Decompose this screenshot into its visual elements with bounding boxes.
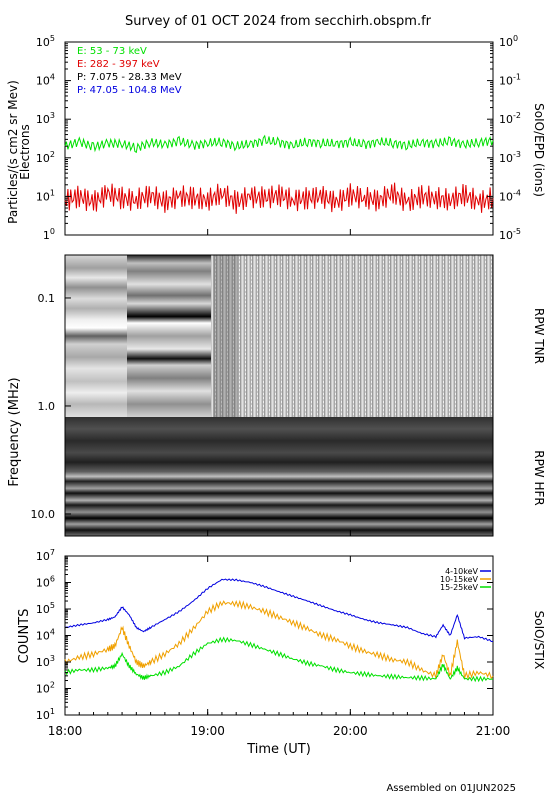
stix-ytick-label-3: 104 (36, 628, 55, 643)
rpw-y-label: Frequency (MHz) (7, 377, 22, 486)
epd-y2-axis: 10-5 10-4 10-3 10-2 10-1 100 (487, 34, 521, 242)
epd-legend-item-2: P: 7.075 - 28.33 MeV (77, 72, 182, 83)
stix-ytick-label-6: 107 (36, 548, 55, 563)
epd-y2tick-label-1: 10-4 (499, 188, 521, 203)
rpw-tnr-label: RPW TNR (532, 308, 546, 364)
rpw-y-axis: 0.1 1.0 10.0 (31, 292, 71, 521)
epd-ytick-label-0: 10 (43, 227, 55, 242)
stix-legend-item-2: 15-25keV (440, 583, 479, 592)
stix-series-line-1 (64, 599, 494, 681)
epd-legend-item-3: P: 47.05 - 104.8 MeV (77, 85, 182, 96)
stix-ytick-label-5: 106 (36, 575, 55, 590)
stix-xtick-label-2: 20:00 (333, 724, 368, 738)
stix-x-axis: 18:00 19:00 20:00 21:00 (48, 556, 511, 738)
rpw-plot-frame (64, 254, 494, 537)
stix-ytick-label-2: 103 (36, 654, 55, 669)
rpw-x-ticks (64, 530, 494, 536)
stix-xtick-label-0: 18:00 (48, 724, 83, 738)
epd-series-group (64, 134, 494, 214)
chart-title: Survey of 01 OCT 2024 from secchirh.obsp… (125, 14, 432, 29)
rpw-panel: 0.1 1.0 10.0 Frequency (MHz) RPW TNR RPW H… (7, 254, 546, 537)
epd-y-axis: 10 101 102 103 104 105 (36, 34, 71, 242)
epd-y-label: Particles/(s cm2 sr Mev) (6, 80, 20, 224)
epd-panel: E: 53 - 73 keV E: 282 - 397 keV P: 7.075 -… (6, 34, 546, 242)
epd-ytick-label-5: 105 (36, 34, 55, 49)
epd-ytick-label-4: 104 (36, 73, 55, 88)
hfr-region (65, 417, 493, 536)
epd-y2tick-label-3: 10-2 (499, 111, 521, 126)
rpw-ytick-label-2: 10.0 (31, 508, 56, 521)
stix-legend-item-1: 10-15keV (440, 575, 479, 584)
tnr-background-quiet (65, 255, 127, 417)
epd-y2tick-label-4: 10-1 (499, 73, 521, 88)
stix-x-label: Time (UT) (246, 742, 311, 757)
epd-legend: E: 53 - 73 keV E: 282 - 397 keV P: 7.075 -… (77, 46, 182, 96)
tnr-burst-column (213, 255, 238, 417)
epd-plot-area (64, 41, 494, 236)
rpw-ytick-label-1: 1.0 (38, 400, 56, 413)
stix-ytick-label-4: 105 (36, 601, 55, 616)
rpw-ytick-label-0: 0.1 (38, 292, 56, 305)
epd-y-sublabel: Electrons (18, 124, 32, 179)
stix-plot-area (64, 555, 494, 716)
epd-x-ticks (64, 42, 494, 235)
epd-y2-label: SoIO/EPD (ions) (532, 103, 546, 197)
epd-legend-item-0: E: 53 - 73 keV (77, 46, 147, 57)
epd-y2tick-label-2: 10-3 (499, 150, 521, 165)
epd-ytick-label-3: 103 (36, 111, 55, 126)
stix-series-line-2 (64, 636, 494, 683)
stix-ytick-label-0: 101 (36, 707, 55, 722)
rpw-hfr-label: RPW HFR (532, 450, 546, 506)
epd-y2tick-label-0: 10-5 (499, 227, 521, 242)
stix-y-label: COUNTS (17, 609, 32, 664)
stix-y2-label: SoIO/STIX (532, 611, 546, 670)
stix-xtick-label-3: 21:00 (476, 724, 511, 738)
stix-series-line-0 (64, 578, 494, 643)
stix-series-group (64, 578, 494, 683)
epd-series-line-0 (64, 134, 494, 154)
epd-ytick-label-2: 102 (36, 150, 55, 165)
stix-ytick-label-1: 102 (36, 681, 55, 696)
epd-ytick-label-1: 101 (36, 188, 55, 203)
stix-xtick-label-1: 19:00 (190, 724, 225, 738)
tnr-noise-region (211, 255, 493, 417)
epd-legend-item-1: E: 282 - 397 keV (77, 59, 160, 70)
epd-series-line-1 (64, 182, 494, 214)
footer-note: Assembled on 01JUN2025 (386, 783, 516, 794)
tnr-background-band (127, 255, 211, 417)
epd-y2tick-label-5: 100 (499, 34, 518, 49)
stix-legend-item-0: 4-10keV (445, 567, 478, 576)
stix-y-axis: 101 102 103 104 105 106 107 (36, 548, 493, 722)
